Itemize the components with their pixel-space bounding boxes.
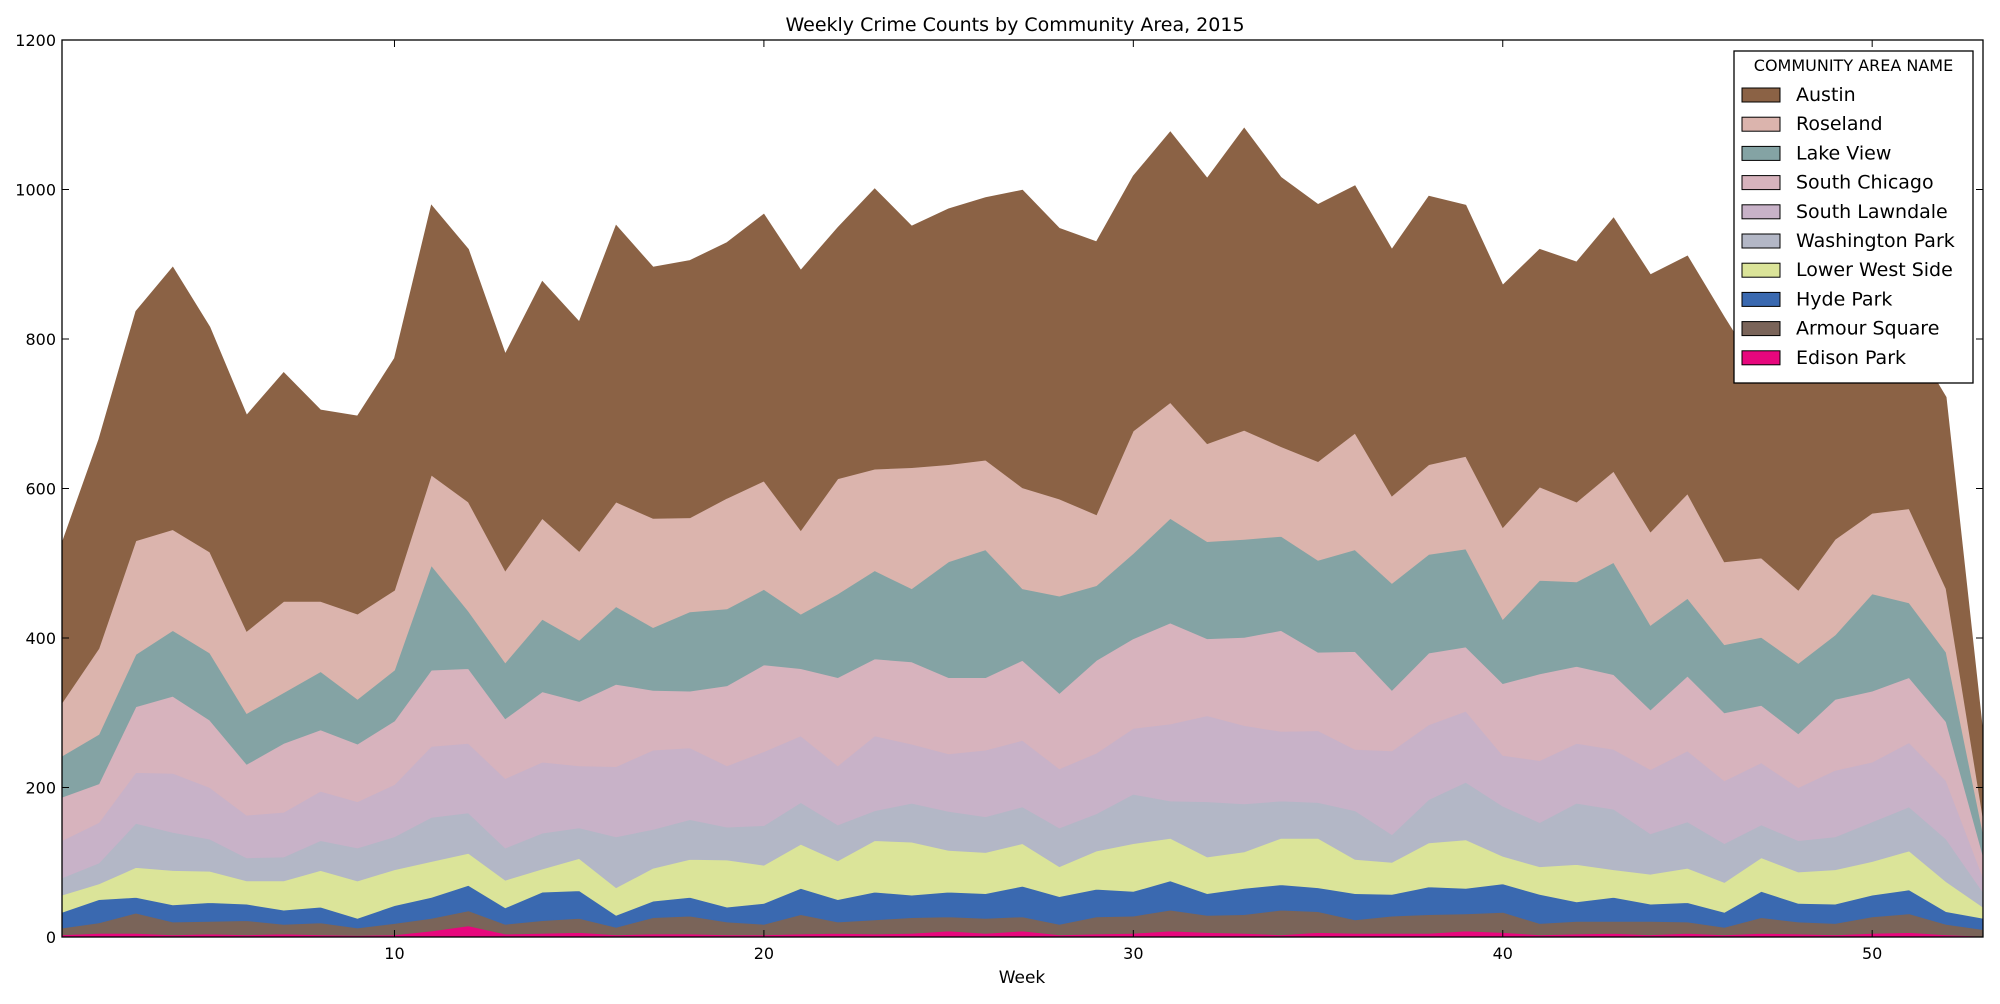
x-axis-label: Week [999,968,1046,988]
x-tick-label: 10 [384,944,404,963]
area-layers [61,127,1984,938]
x-tick-label: 20 [754,944,774,963]
legend-title: COMMUNITY AREA NAME [1754,56,1953,75]
legend-swatch-lake-view [1741,145,1781,161]
legend-swatch-hyde-park [1741,291,1781,307]
legend-swatch-south-lawndale [1741,204,1781,220]
plot-frame [61,39,1984,938]
legend-label-washington-park: Washington Park [1796,230,1955,252]
legend-label-lower-west-side: Lower West Side [1796,259,1953,281]
legend-label-south-chicago: South Chicago [1796,172,1934,194]
y-tick-label: 800 [25,330,56,349]
legend-swatch-austin [1741,87,1781,103]
legend-swatch-roseland [1741,116,1781,132]
axis-ticks: 10 20 30 40 50 0 200 400 600 800 1000 1200 [15,31,1983,963]
legend-label-armour-square: Armour Square [1796,318,1939,340]
legend-label-south-lawndale: South Lawndale [1796,201,1948,223]
legend-swatch-washington-park [1741,233,1781,249]
y-tick-label: 1200 [15,31,56,50]
legend-entries: Austin Roseland Lake View South Chicago Sout… [1741,84,1955,369]
y-tick-label: 1000 [15,181,56,200]
legend-label-austin: Austin [1796,84,1856,106]
y-tick-label: 400 [25,629,56,648]
legend-label-hyde-park: Hyde Park [1796,288,1892,310]
legend-swatch-lower-west-side [1741,262,1781,278]
x-tick-label: 30 [1123,944,1143,963]
y-tick-label: 600 [25,480,56,499]
x-tick-label: 40 [1493,944,1513,963]
y-tick-label: 200 [25,779,56,798]
legend-label-edison-park: Edison Park [1796,347,1906,369]
legend-swatch-armour-square [1741,321,1781,337]
legend: COMMUNITY AREA NAME Austin Roseland Lake V… [1733,50,1974,384]
x-tick-label: 50 [1862,944,1882,963]
legend-label-lake-view: Lake View [1796,142,1891,164]
chart-title: Weekly Crime Counts by Community Area, 2… [785,14,1244,36]
legend-swatch-edison-park [1741,350,1781,366]
y-tick-label: 0 [46,928,56,947]
legend-swatch-south-chicago [1741,175,1781,191]
legend-label-roseland: Roseland [1796,113,1883,135]
